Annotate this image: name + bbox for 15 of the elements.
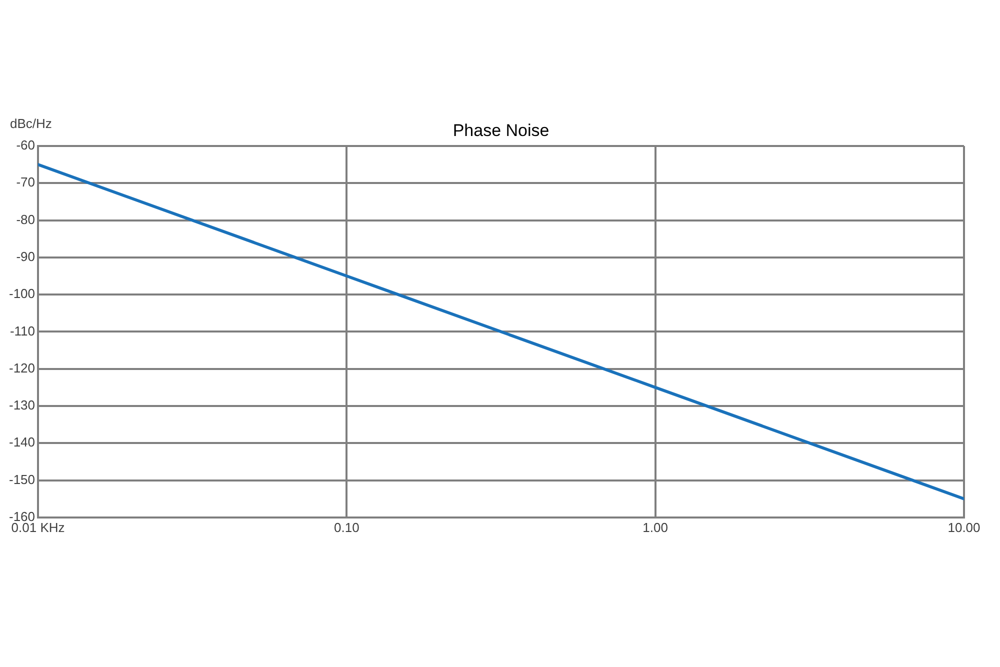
y-tick-label: -110 (10, 323, 36, 338)
x-tick-label: 0.10 (334, 520, 360, 535)
y-tick-label: -80 (16, 212, 36, 227)
y-tick-label: -130 (8, 398, 36, 413)
y-tick-label: -150 (8, 472, 36, 487)
y-tick-label: -120 (8, 360, 36, 376)
y-tick-label: -60 (16, 138, 36, 153)
y-tick-label: -90 (16, 249, 36, 264)
y-tick-label: -70 (16, 174, 36, 190)
chart-title: Phase Noise (452, 121, 550, 140)
y-tick-label: -100 (8, 286, 36, 302)
x-tick-label: 1.00 (642, 520, 668, 535)
y-axis-title: dBc/Hz (10, 116, 52, 131)
x-tick-label: 10.00 (948, 520, 980, 535)
y-tick-label: -140 (8, 434, 36, 450)
